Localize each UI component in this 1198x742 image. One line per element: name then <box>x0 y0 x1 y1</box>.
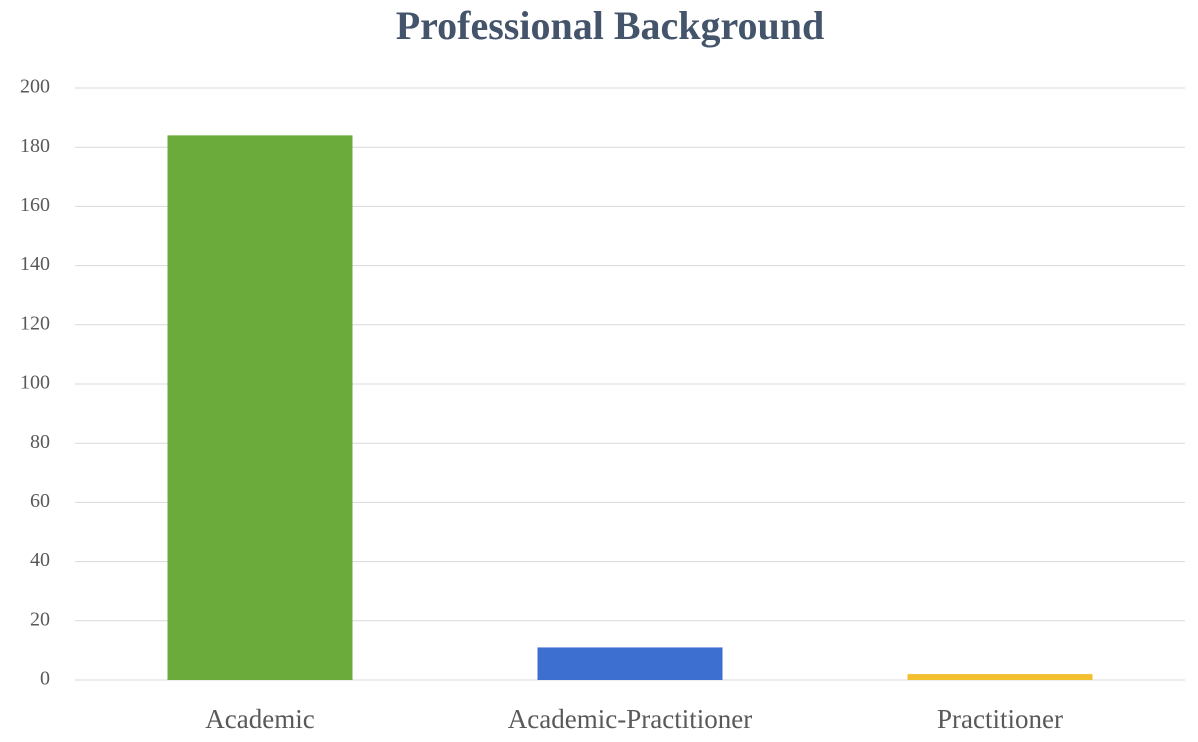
y-tick-label: 40 <box>30 549 50 571</box>
y-tick-label: 100 <box>20 372 50 394</box>
chart-title: Professional Background <box>396 3 825 48</box>
y-tick-label: 160 <box>20 194 50 216</box>
y-tick-label: 20 <box>30 608 50 630</box>
bar <box>537 647 723 680</box>
y-tick-label: 60 <box>30 490 50 512</box>
bar <box>907 674 1093 680</box>
bar <box>167 135 353 681</box>
y-tick-label: 120 <box>20 312 50 334</box>
y-tick-label: 0 <box>40 668 50 690</box>
y-tick-label: 180 <box>20 135 50 157</box>
x-tick-label: Academic-Practitioner <box>508 704 752 734</box>
x-tick-label: Academic <box>205 704 314 734</box>
x-tick-label: Practitioner <box>937 704 1063 734</box>
y-tick-label: 200 <box>20 76 50 98</box>
y-tick-label: 140 <box>20 253 50 275</box>
y-tick-label: 80 <box>30 431 50 453</box>
